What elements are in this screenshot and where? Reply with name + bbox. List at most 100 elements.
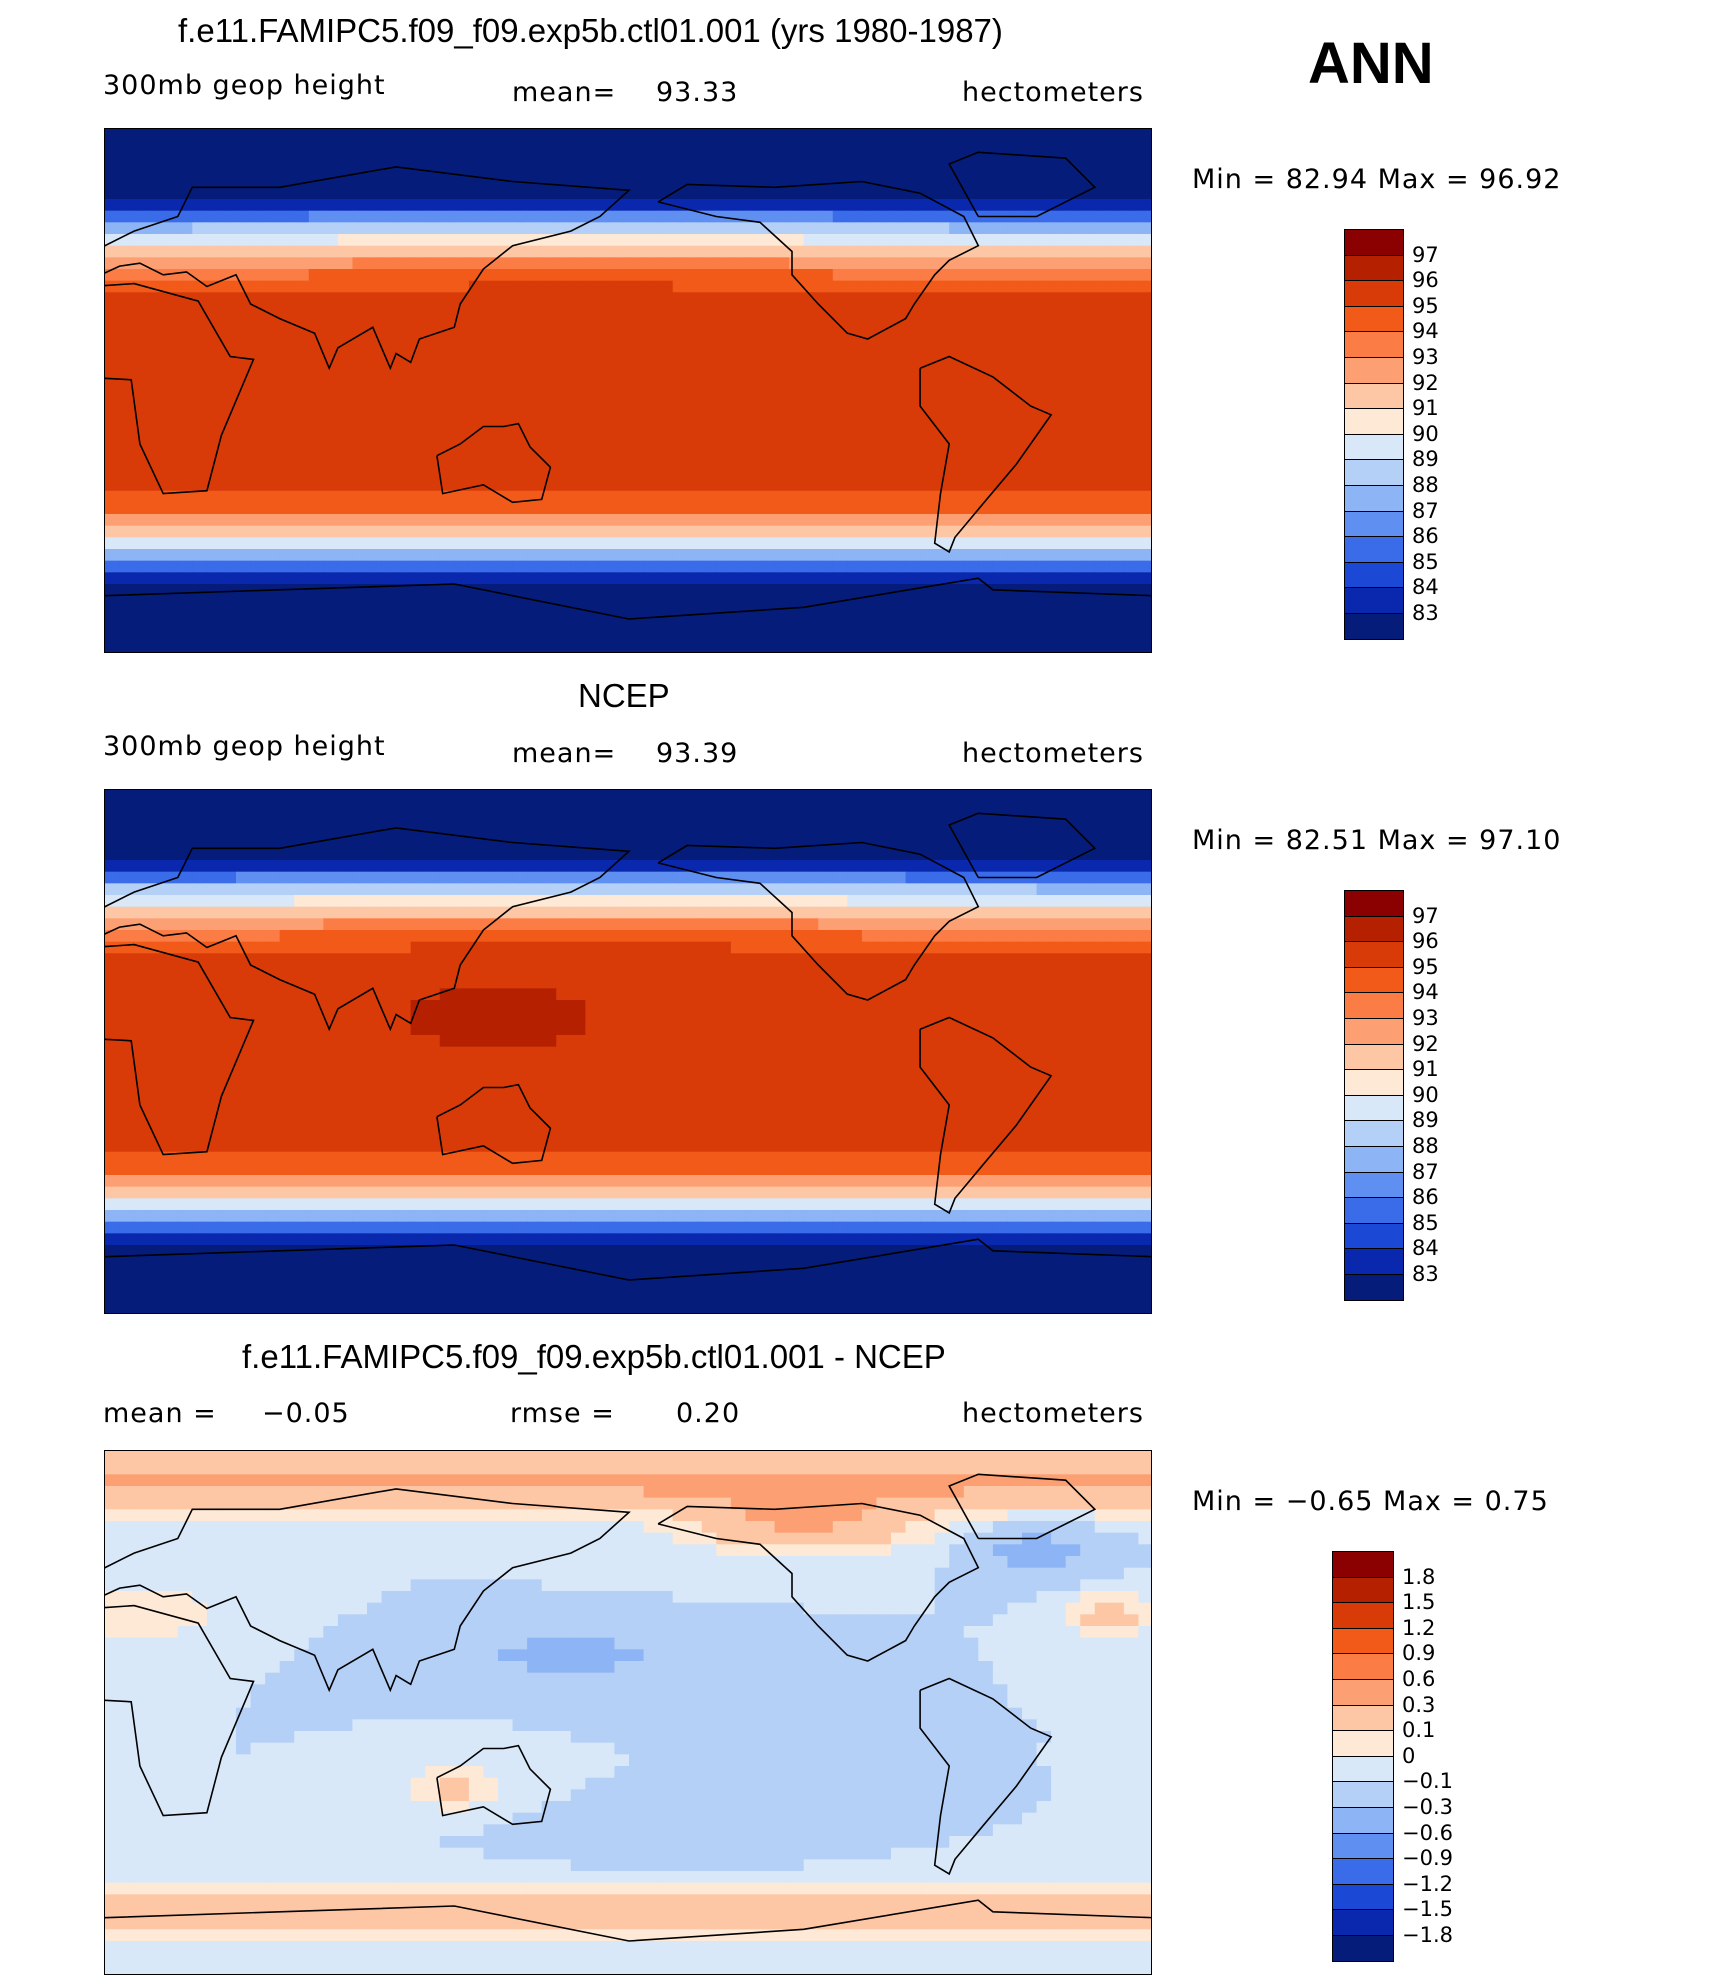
field-cell [192,918,207,930]
field-cell [178,813,193,825]
field-cell [265,860,280,872]
field-cell [629,1012,644,1024]
field-cell [280,281,295,293]
field-cell [251,444,266,456]
field-cell [265,409,280,421]
field-cell [178,883,193,895]
field-cell [1066,257,1081,269]
field-cell [949,883,964,895]
field-cell [527,176,542,188]
field-cell [862,825,877,837]
field-cell [614,837,629,849]
field-cell [221,292,236,304]
field-cell [789,537,804,549]
field-cell [1022,977,1037,989]
field-cell [673,631,688,643]
field-cell [134,607,149,619]
field-cell [876,977,891,989]
field-cell [760,549,775,561]
field-cell [265,813,280,825]
field-cell [1080,907,1095,919]
field-cell [134,327,149,339]
field-cell [527,825,542,837]
field-cell [367,895,382,907]
field-cell [396,444,411,456]
field-cell [1051,561,1066,573]
field-cell [862,619,877,631]
field-cell [702,444,717,456]
field-cell [760,596,775,608]
season-label: ANN [1308,30,1434,97]
field-cell [1066,479,1081,491]
field-cell [425,907,440,919]
field-cell [687,456,702,468]
field-cell [935,397,950,409]
field-cell [629,316,644,328]
field-cell [483,222,498,234]
field-cell [105,456,120,468]
field-cell [833,292,848,304]
field-cell [265,141,280,153]
field-cell [847,790,862,802]
field-cell [192,584,207,596]
field-cell [614,281,629,293]
field-cell [789,549,804,561]
field-cell [978,409,993,421]
field-cell [207,141,222,153]
field-cell [556,1047,571,1059]
field-cell [1066,537,1081,549]
field-cell [469,187,484,199]
field-cell [120,619,135,631]
field-cell [294,1012,309,1024]
field-cell [891,467,906,479]
field-cell [338,596,353,608]
field-cell [876,631,891,643]
field-cell [876,953,891,965]
field-cell [1095,269,1110,281]
field-cell [789,199,804,211]
field-cell [658,988,673,1000]
field-cell [120,930,135,942]
field-cell [1037,1035,1052,1047]
field-cell [294,584,309,596]
field-cell [382,502,397,514]
field-cell [702,619,717,631]
field-cell [847,561,862,573]
field-cell [221,234,236,246]
field-cell [1138,883,1152,895]
field-cell [382,281,397,293]
field-cell [1051,642,1066,653]
field-cell [294,257,309,269]
field-cell [367,246,382,258]
field-cell [221,596,236,608]
field-cell [1051,1047,1066,1059]
field-cell [280,246,295,258]
field-cell [338,491,353,503]
field-cell [105,1000,120,1012]
field-cell [1124,883,1139,895]
field-cell [163,187,178,199]
field-cell [600,813,615,825]
field-cell [1022,514,1037,526]
field-cell [469,316,484,328]
field-cell [338,374,353,386]
field-cell [731,883,746,895]
field-cell [629,895,644,907]
field-cell [1124,386,1139,398]
field-cell [1080,872,1095,884]
field-cell [702,526,717,538]
field-cell [1051,269,1066,281]
field-cell [352,432,367,444]
field-cell [483,942,498,954]
field-cell [1138,607,1152,619]
field-cell [483,374,498,386]
field-cell [556,327,571,339]
field-cell [760,129,775,141]
field-cell [542,572,557,584]
field-cell [658,631,673,643]
field-cell [105,502,120,514]
field-cell [149,409,164,421]
field-cell [1037,642,1052,653]
field-cell [833,1035,848,1047]
field-cell [498,141,513,153]
